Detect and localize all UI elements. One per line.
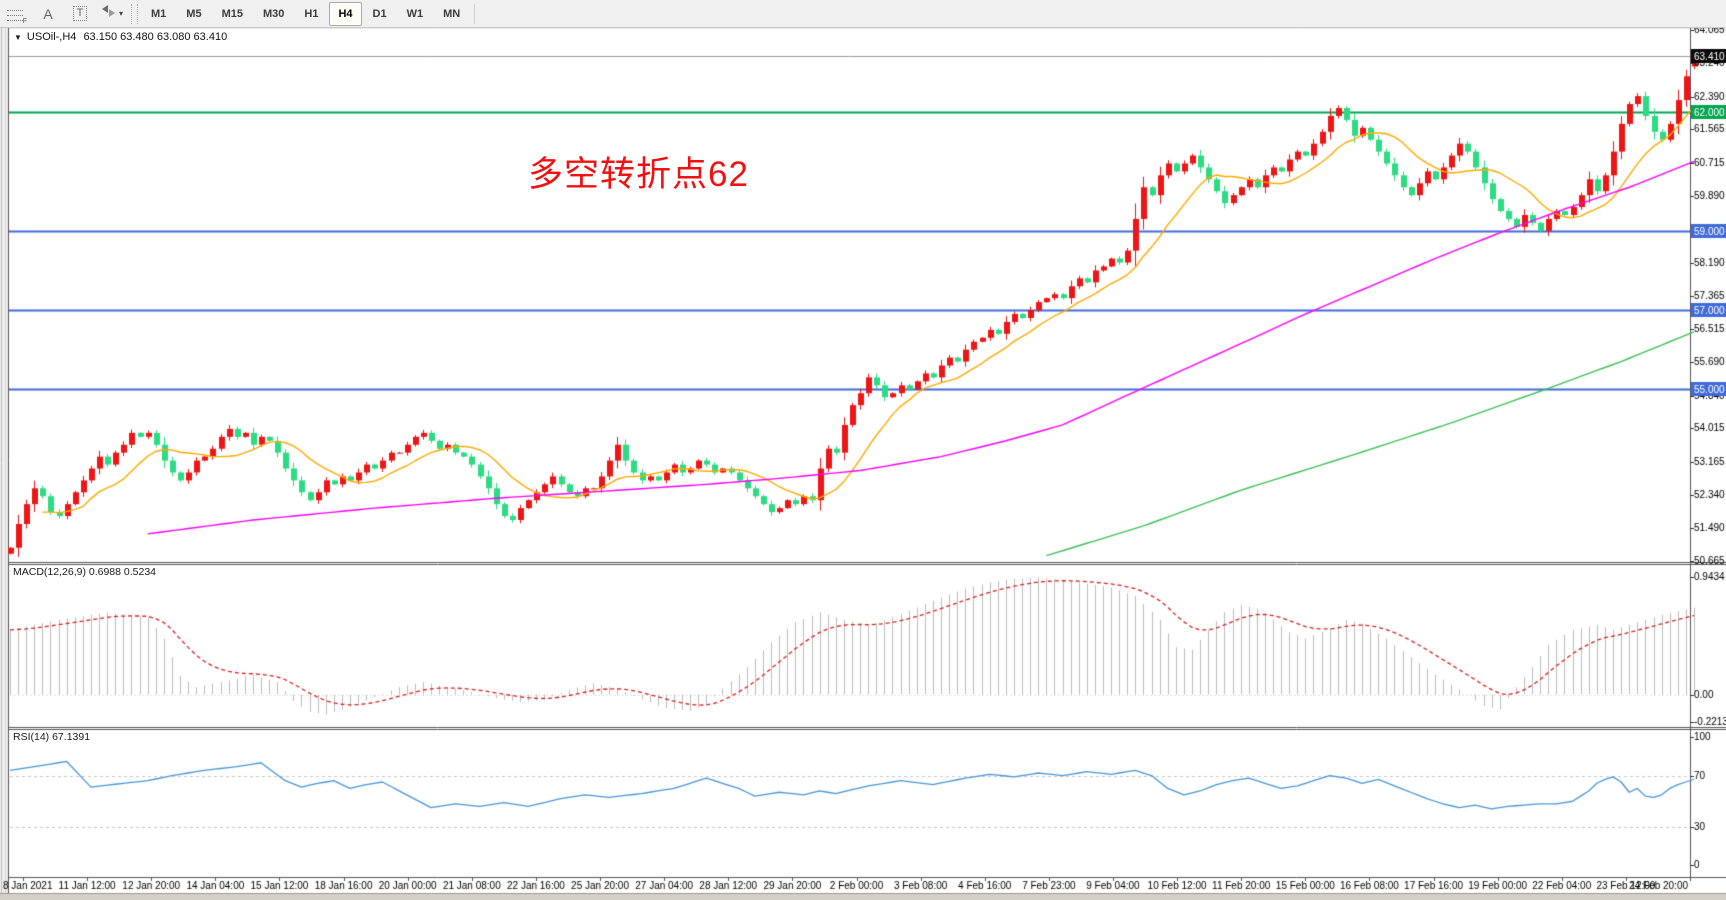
- timeframe-button-D1[interactable]: D1: [372, 7, 387, 20]
- dropdown-caret-icon: ▾: [118, 9, 123, 18]
- text-box-icon: T: [72, 6, 88, 21]
- timeframe-button-H1[interactable]: H1: [304, 7, 319, 20]
- fibonacci-icon-letter: F: [22, 17, 27, 25]
- timeframe-bar: M1 M5 M15 M30 H1 H4 D1 W1 MN: [141, 1, 470, 26]
- timeframe-button-M30[interactable]: M30: [262, 7, 285, 20]
- fibonacci-tool-button[interactable]: F: [1, 2, 31, 26]
- timeframe-button-M1[interactable]: M1: [151, 7, 167, 20]
- toolbar: F A T ▾ M1 M5 M15 M30 H1 H4 D1 W1 MN: [0, 0, 1726, 28]
- macd-indicator-label: MACD(12,26,9) 0.6988 0.5234: [13, 566, 157, 578]
- text-box-tool-button[interactable]: T: [65, 2, 95, 26]
- timeframe-button-W1[interactable]: W1: [406, 7, 424, 20]
- chart-title[interactable]: ▼ USOil-,H4 63.150 63.480 63.080 63.410: [14, 31, 227, 43]
- text-label-tool-button[interactable]: A: [33, 2, 63, 26]
- chart-ohlc-values: 63.150 63.480 63.080 63.410: [83, 31, 228, 43]
- annotation-text: 多空转折点62: [528, 155, 749, 194]
- timeframe-button-MN[interactable]: MN: [443, 7, 461, 20]
- timeframe-button-H4[interactable]: H4: [329, 1, 362, 26]
- cycle-lines-tool-button[interactable]: ▾: [97, 2, 127, 26]
- chart-dropdown-icon: ▼: [14, 33, 22, 42]
- toolbar-separator: [474, 3, 476, 24]
- text-label-icon: A: [43, 5, 53, 22]
- cycle-lines-icon: [101, 4, 116, 23]
- rsi-indicator-label: RSI(14) 67.1391: [13, 731, 91, 743]
- chart-symbol-period: USOil-,H4: [26, 31, 77, 43]
- timeframe-button-M15[interactable]: M15: [221, 7, 243, 20]
- toolbar-grip[interactable]: [131, 3, 138, 24]
- fibonacci-grid-icon: F: [7, 6, 27, 25]
- timeframe-button-M5[interactable]: M5: [186, 7, 202, 20]
